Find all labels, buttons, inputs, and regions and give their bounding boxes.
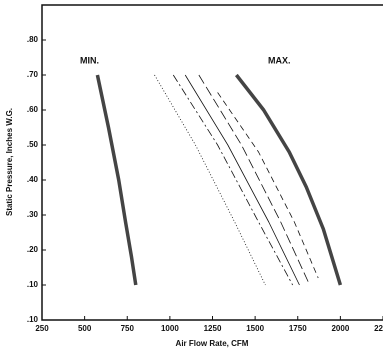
x-tick-label: 1000 [161, 324, 179, 333]
x-tick-label: 750 [121, 324, 135, 333]
y-tick-label: .80 [27, 35, 39, 44]
curve [234, 73, 343, 286]
y-tick-label: .20 [27, 245, 39, 254]
x-tick-label: 2000 [331, 324, 349, 333]
curve [217, 92, 319, 279]
y-tick-label: .50 [27, 140, 39, 149]
curve [172, 74, 293, 286]
curve [154, 74, 266, 286]
annotation: MAX. [268, 55, 291, 65]
x-tick-label: 1750 [289, 324, 307, 333]
y-tick-label: .40 [27, 175, 39, 184]
curve [95, 74, 138, 286]
y-tick-label: .10 [27, 280, 39, 289]
plot-frame [41, 4, 383, 321]
y-tick-label: .70 [27, 70, 39, 79]
x-tick-label: 1250 [204, 324, 222, 333]
y-tick-label: .10 [27, 315, 39, 324]
y-tick-label: .60 [27, 105, 39, 114]
x-axis-label: Air Flow Rate, CFM [176, 339, 249, 348]
x-tick-label: 2250 [374, 324, 383, 333]
curve [184, 74, 300, 286]
x-tick-label: 1500 [246, 324, 264, 333]
y-tick-label: .30 [27, 210, 39, 219]
x-tick-label: 250 [35, 324, 49, 333]
x-tick-label: 500 [78, 324, 92, 333]
y-axis-label: Static Pressure, Inches W.G. [5, 108, 14, 216]
annotation: MIN. [80, 55, 99, 65]
curve [198, 74, 311, 286]
